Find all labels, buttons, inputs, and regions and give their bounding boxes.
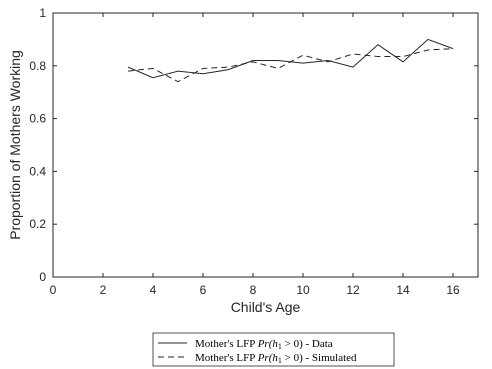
y-axis-title: Proportion of Mothers Working [7, 50, 23, 240]
y-tick-label: 0.8 [29, 59, 46, 73]
x-tick-label: 0 [50, 283, 57, 297]
simulated-series-line [127, 48, 454, 83]
x-tick-label: 16 [446, 283, 460, 297]
y-tick-label: 0.6 [29, 112, 46, 126]
x-tick-label: 6 [200, 283, 207, 297]
x-tick-label: 10 [296, 283, 310, 297]
y-tick-label: 0 [39, 270, 46, 284]
legend-entry-label: Mother's LFP Pr(h1 > 0) - Simulated [195, 352, 357, 365]
x-tick-label: 4 [150, 283, 157, 297]
series-layer [127, 38, 454, 83]
legend-entry-label: Mother's LFP Pr(h1 > 0) - Data [195, 338, 333, 351]
y-tick-label: 0.2 [29, 217, 46, 231]
plot-frame [52, 12, 479, 278]
y-tick-label: 1 [39, 6, 46, 20]
y-tick-label: 0.4 [29, 164, 46, 178]
x-tick-label: 8 [250, 283, 257, 297]
data-series-line [127, 38, 454, 79]
x-tick-label: 2 [100, 283, 107, 297]
x-tick-label: 12 [346, 283, 360, 297]
x-tick-label: 14 [396, 283, 410, 297]
plot-area: 0 2 4 6 8 10 12 14 16 0 0.2 0.4 0.6 0.8 1 [29, 6, 479, 297]
legend-box [152, 332, 395, 367]
axis-ticks: 0 2 4 6 8 10 12 14 16 0 0.2 0.4 0.6 0.8 1 [29, 6, 478, 297]
x-axis-title: Child's Age [231, 299, 301, 315]
